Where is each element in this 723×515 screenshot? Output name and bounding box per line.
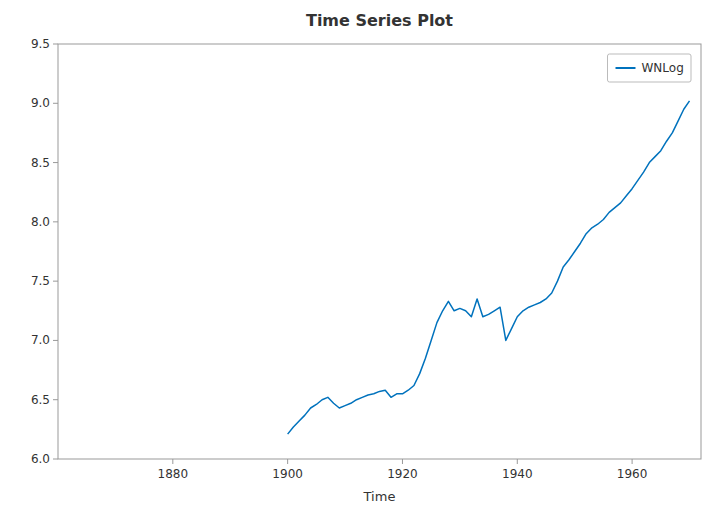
y-tick [53, 103, 58, 104]
y-tick [53, 340, 58, 341]
x-tick [172, 459, 173, 464]
x-tick-label: 1900 [272, 467, 303, 481]
y-tick-label: 9.0 [31, 96, 50, 110]
x-tick [402, 459, 403, 464]
chart: Time Series Plot 1880 1900 1920 1940 1960 6.0 6… [0, 0, 723, 515]
background [0, 0, 723, 515]
legend-swatch [616, 67, 636, 69]
plot-frame [58, 44, 701, 459]
x-axis-label: Time [363, 489, 396, 504]
y-tick [53, 281, 58, 282]
legend: WNLog [608, 54, 692, 82]
x-tick-label: 1960 [617, 467, 648, 481]
x-tick [632, 459, 633, 464]
y-tick-label: 6.5 [31, 393, 50, 407]
x-tick-label: 1920 [387, 467, 418, 481]
x-tick-label: 1940 [502, 467, 533, 481]
legend-box [608, 54, 692, 82]
y-tick [53, 459, 58, 460]
y-tick [53, 399, 58, 400]
y-tick-label: 7.0 [31, 333, 50, 347]
y-tick-label: 8.5 [31, 156, 50, 170]
y-tick [53, 221, 58, 222]
y-tick [53, 162, 58, 163]
x-tick [517, 459, 518, 464]
y-tick-label: 7.5 [31, 274, 50, 288]
plot-area [288, 101, 690, 434]
title: Time Series Plot [306, 11, 453, 30]
x-tick [287, 459, 288, 464]
y-tick-label: 9.5 [31, 37, 50, 51]
x-tick-label: 1880 [158, 467, 189, 481]
y-tick-label: 6.0 [31, 452, 50, 466]
legend-entry: WNLog [642, 61, 684, 75]
y-tick-label: 8.0 [31, 215, 50, 229]
line [288, 101, 690, 434]
y-tick [53, 44, 58, 45]
